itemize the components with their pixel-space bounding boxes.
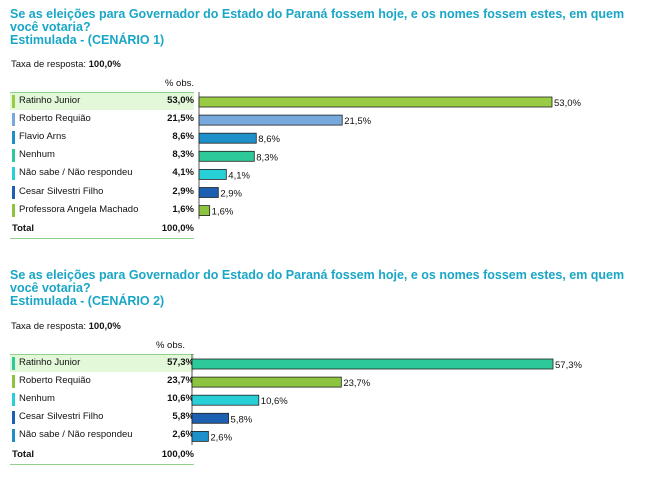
table-row: Professora Angela Machado 1,6% xyxy=(10,202,194,219)
table-row: Cesar Silvestri Filho 5,8% xyxy=(10,409,194,426)
category-label: Ratinho Junior xyxy=(19,95,81,106)
bar-value-label: 23,7% xyxy=(343,378,370,389)
total-row-1: Total 100,0% xyxy=(10,220,194,237)
series-swatch xyxy=(12,113,15,127)
bar xyxy=(198,150,255,162)
table-row: Roberto Requião 21,5% xyxy=(10,111,194,128)
bar-value-label: 8,3% xyxy=(256,152,278,163)
header-divider-1 xyxy=(10,92,194,93)
chart-title-1: Se as eleições para Governador do Estado… xyxy=(10,7,625,47)
series-swatch xyxy=(12,167,15,181)
category-label: Ratinho Junior xyxy=(19,357,81,368)
category-percent: 53,0% xyxy=(167,95,194,106)
header-divider-2 xyxy=(10,354,194,355)
series-swatch xyxy=(12,131,15,145)
total-value-1: 100,0% xyxy=(161,223,194,234)
bottom-divider-2 xyxy=(10,464,194,465)
bar xyxy=(198,114,343,126)
bar xyxy=(191,394,260,406)
table-row: Roberto Requião 23,7% xyxy=(10,373,194,390)
category-percent: 10,6% xyxy=(167,393,194,405)
category-label: Professora Angela Machado xyxy=(19,203,139,215)
table-row: Não sabe / Não respondeu 2,6% xyxy=(10,427,194,444)
table-row: Nenhum 10,6% xyxy=(10,391,194,408)
total-label-1: Total xyxy=(12,223,34,234)
response-rate-1: Taxa de resposta: 100,0% xyxy=(11,59,121,70)
series-swatch xyxy=(12,95,15,108)
bar xyxy=(198,96,553,108)
bar xyxy=(191,358,554,370)
category-label: Cesar Silvestri Filho xyxy=(19,411,104,423)
bar xyxy=(198,205,211,217)
series-swatch xyxy=(12,357,15,370)
category-label: Nenhum xyxy=(19,393,55,405)
bar-value-label: 53,0% xyxy=(554,98,581,109)
total-row-2: Total 100,0% xyxy=(10,446,194,463)
category-label: Flavio Arns xyxy=(19,131,66,143)
bar xyxy=(198,168,227,180)
bar-value-label: 57,3% xyxy=(555,360,582,371)
bar-value-label: 10,6% xyxy=(261,396,288,407)
table-row: Não sabe / Não respondeu 4,1% xyxy=(10,165,194,182)
category-percent: 21,5% xyxy=(167,113,194,125)
category-percent: 8,6% xyxy=(172,131,194,143)
category-percent: 5,8% xyxy=(172,411,194,423)
series-swatch xyxy=(12,149,15,163)
total-value-2: 100,0% xyxy=(161,449,194,460)
series-swatch xyxy=(12,185,15,199)
total-label-2: Total xyxy=(12,449,34,460)
category-label: Cesar Silvestri Filho xyxy=(19,185,104,197)
category-label: Roberto Requião xyxy=(19,113,91,125)
response-rate-2: Taxa de resposta: 100,0% xyxy=(11,321,121,332)
bar xyxy=(191,376,342,388)
bar xyxy=(191,412,229,424)
bar-value-label: 2,6% xyxy=(210,432,232,443)
series-swatch xyxy=(12,429,15,443)
category-label: Roberto Requião xyxy=(19,375,91,387)
table-row: Ratinho Junior 53,0% xyxy=(10,93,194,110)
column-header-2: % obs. xyxy=(155,340,185,351)
series-swatch xyxy=(12,375,15,389)
category-label: Não sabe / Não respondeu xyxy=(19,429,133,441)
series-swatch xyxy=(12,411,15,425)
category-percent: 4,1% xyxy=(172,167,194,179)
series-swatch xyxy=(12,393,15,407)
chart-title-2: Se as eleições para Governador do Estado… xyxy=(10,268,625,308)
bar xyxy=(191,430,209,442)
table-row: Cesar Silvestri Filho 2,9% xyxy=(10,184,194,201)
table-row: Ratinho Junior 57,3% xyxy=(10,355,194,372)
category-percent: 2,6% xyxy=(172,429,194,441)
category-label: Não sabe / Não respondeu xyxy=(19,167,133,179)
category-percent: 23,7% xyxy=(167,375,194,387)
table-row: Flavio Arns 8,6% xyxy=(10,129,194,146)
column-header-1: % obs. xyxy=(164,78,194,89)
bar-value-label: 2,9% xyxy=(220,189,242,200)
category-percent: 2,9% xyxy=(172,185,194,197)
bar-value-label: 8,6% xyxy=(258,134,280,145)
bar-value-label: 5,8% xyxy=(231,414,253,425)
chart-panel-1: Se as eleições para Governador do Estado… xyxy=(10,7,625,239)
category-label: Nenhum xyxy=(19,149,55,161)
category-percent: 8,3% xyxy=(172,149,194,161)
bar xyxy=(198,187,219,198)
bar-value-label: 4,1% xyxy=(228,170,250,181)
bar-value-label: 1,6% xyxy=(212,207,234,218)
category-percent: 57,3% xyxy=(167,357,194,368)
category-percent: 1,6% xyxy=(172,203,194,215)
bar-value-label: 21,5% xyxy=(344,116,371,127)
table-row: Nenhum 8,3% xyxy=(10,147,194,164)
bar xyxy=(198,132,257,144)
series-swatch xyxy=(12,203,15,217)
bottom-divider-1 xyxy=(10,238,194,239)
